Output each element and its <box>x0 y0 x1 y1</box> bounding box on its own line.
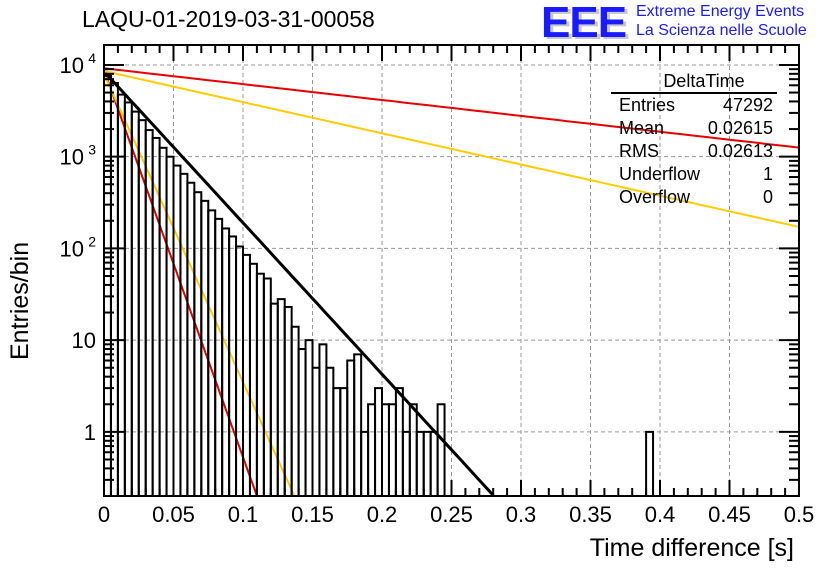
histogram-bin <box>179 172 189 498</box>
histogram-bin <box>221 227 231 497</box>
x-tick-label: 0.35 <box>569 502 612 527</box>
curve-yellow-steep <box>103 73 296 497</box>
histogram-bin <box>255 272 265 498</box>
histogram-bin <box>360 430 370 497</box>
curve-fit <box>102 70 495 497</box>
stats-row-underflow: Underflow 1 <box>613 163 773 186</box>
histogram-bin <box>645 430 655 497</box>
stats-value: 0.02613 <box>707 141 773 161</box>
histogram <box>103 74 655 498</box>
stats-value: 47292 <box>722 95 773 115</box>
grid-lines <box>104 45 799 496</box>
histogram-bin <box>367 403 377 497</box>
x-axis-label: Time difference [s] <box>589 534 794 562</box>
histogram-bin <box>429 430 439 497</box>
histogram-bin <box>130 110 140 497</box>
histogram-bin <box>123 101 133 497</box>
histogram-bin <box>214 217 224 497</box>
histogram-bin <box>436 403 446 497</box>
histogram-bin <box>394 387 404 498</box>
x-tick-label: 0.45 <box>708 502 751 527</box>
curve-red-shallow <box>103 67 800 149</box>
x-tick-label: 0.25 <box>430 502 473 527</box>
y-axis-label: Entries/bin <box>6 241 34 360</box>
histogram-bin <box>374 387 383 498</box>
x-tick-label: 0.05 <box>152 502 195 527</box>
histogram-bin <box>186 181 196 498</box>
histogram-bin <box>332 387 342 498</box>
histogram-bin <box>144 129 154 497</box>
stats-row-overflow: Overflow 0 <box>613 186 773 209</box>
y-tick-label: 10 <box>72 328 96 353</box>
histogram-bin <box>207 209 217 498</box>
histogram-bin <box>353 353 363 497</box>
axes <box>103 44 800 497</box>
logo-line-2: La Scienza nelle Scuole <box>636 22 807 39</box>
y-tick-exponent: 2 <box>88 233 96 249</box>
histogram-bin <box>387 403 397 497</box>
stats-value: 0 <box>762 187 773 207</box>
x-tick-label: 0.3 <box>506 502 537 527</box>
histogram-bin <box>408 403 418 497</box>
y-tick-exponent: 3 <box>88 142 96 158</box>
histogram-bin <box>415 430 425 497</box>
histogram-bin <box>304 339 314 497</box>
x-tick-label: 0.1 <box>228 502 259 527</box>
histogram-bin <box>339 387 349 498</box>
histogram-bin <box>318 343 328 497</box>
histogram-bin <box>103 74 112 498</box>
histogram-bin <box>248 262 258 497</box>
stats-value: 0.02615 <box>707 118 773 138</box>
histogram-bin <box>193 191 203 497</box>
y-tick-label: 1 <box>84 420 96 445</box>
curve-yellow-shallow <box>103 70 800 228</box>
histogram-bin <box>109 82 119 498</box>
x-tick-label: 0.4 <box>645 502 676 527</box>
histogram-bin <box>283 305 293 497</box>
y-tick-label: 10 <box>60 236 84 261</box>
histogram-bin <box>346 359 356 497</box>
stats-box: DeltaTime Entries 47292 Mean 0.02615 RMS 0.… <box>611 70 777 209</box>
y-tick-exponent: 4 <box>88 50 96 66</box>
stats-title: DeltaTime <box>611 70 777 94</box>
histogram-bin <box>401 430 411 497</box>
stats-label: Overflow <box>619 187 691 207</box>
stats-label: Entries <box>619 95 676 115</box>
eee-logo: EEE <box>541 0 627 47</box>
x-tick-label: 0 <box>98 502 110 527</box>
y-tick-label: 10 <box>60 145 84 170</box>
y-tick-label: 10 <box>60 53 84 78</box>
x-tick-label: 0.2 <box>367 502 398 527</box>
stats-row-entries: Entries 47292 <box>613 94 773 117</box>
x-tick-label: 0.5 <box>784 502 815 527</box>
histogram-bin <box>262 277 272 498</box>
histogram-bin <box>165 155 175 497</box>
histogram-bin <box>381 403 390 497</box>
logo-line-1: Extreme Energy Events <box>636 3 805 20</box>
stats-value: 1 <box>762 164 773 184</box>
stats-row-rms: RMS 0.02613 <box>613 140 773 163</box>
stats-label: Underflow <box>619 164 701 184</box>
logo-caption: Extreme Energy Events La Scienza nelle S… <box>636 2 807 40</box>
histogram-bin <box>297 348 307 497</box>
histogram-bin <box>422 430 432 497</box>
histogram-bin <box>290 325 300 497</box>
histogram-bin <box>172 164 182 497</box>
x-tick-label: 0.15 <box>291 502 334 527</box>
chart-title: LAQU-01-2019-03-31-00058 <box>82 6 375 32</box>
histogram-bin <box>116 93 126 497</box>
stats-label: Mean <box>619 118 665 138</box>
x-tick-labels: 0 0.05 0.1 0.15 0.2 0.25 0.3 0.35 0.4 0.45 0.5 <box>98 502 814 527</box>
stats-label: RMS <box>619 141 659 161</box>
histogram-bin <box>269 302 279 498</box>
stats-row-mean: Mean 0.02615 <box>613 117 773 140</box>
